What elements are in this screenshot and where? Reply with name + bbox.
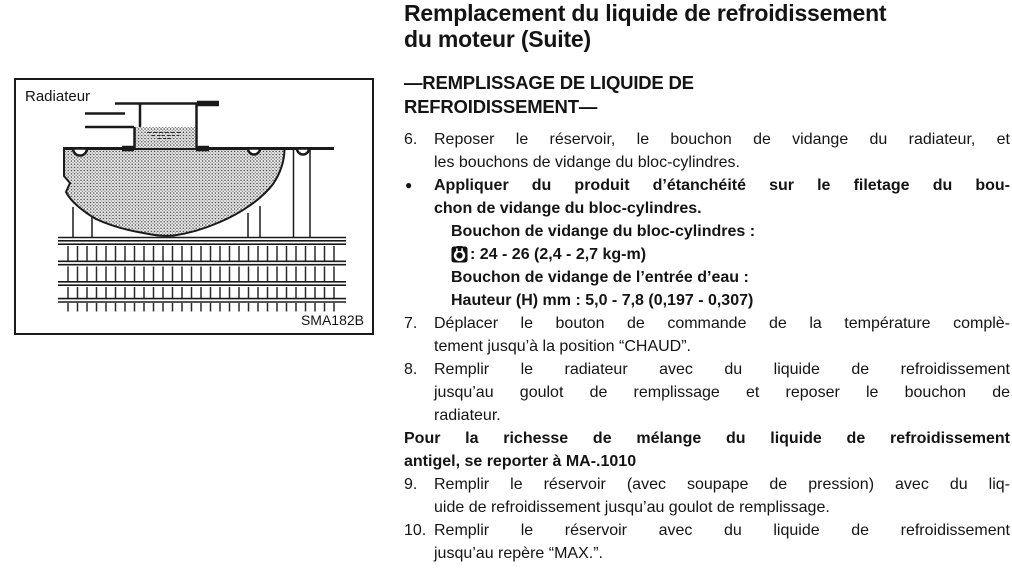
instruction-list: 6. Reposer le réservoir, le bouchon de v…	[404, 128, 1010, 565]
step-6-line: Reposer le réservoir, le bouchon de vida…	[434, 131, 1010, 148]
step-9-line: uide de refroidissement jusqu’au goulot …	[434, 499, 830, 516]
note-line: antigel, se reporter à MA-.1010	[404, 453, 637, 470]
bullet-line: chon de vidange du bloc-cylindres.	[434, 200, 702, 217]
step-10-number: 10.	[404, 522, 427, 539]
bullet-icon: ●	[405, 178, 413, 192]
step-8-line: Remplir le radiateur avec du liquide de …	[434, 361, 1010, 378]
step-9-number: 9.	[404, 476, 418, 493]
torque-wrench-icon	[451, 246, 468, 263]
antifreeze-note: Pour la richesse de mélange du liquide d…	[404, 427, 1010, 473]
spec-block: Bouchon de vidange du bloc-cylindres : :…	[451, 220, 1010, 312]
step-9: 9. Remplir le réservoir (avec soupape de…	[404, 473, 1010, 519]
radiator-diagram	[58, 100, 346, 312]
page-title: Remplacement du liquide de refroidisseme…	[404, 0, 887, 52]
spec-heading-water-inlet: Bouchon de vidange de l’entrée d’eau :	[451, 269, 749, 286]
note-line: Pour la richesse de mélange du liquide d…	[404, 430, 1010, 447]
step-10: 10. Remplir le réservoir avec du liquide…	[404, 519, 1010, 565]
step-8: 8. Remplir le radiateur avec du liquide …	[404, 358, 1010, 427]
torque-value: : 24 - 26 (2,4 - 2,7 kg-m)	[470, 246, 647, 263]
figure-label: Radiateur	[25, 88, 91, 105]
bullet-line: Appliquer du produit d’étanchéité sur le…	[434, 177, 1010, 194]
spec-heading-block-plug: Bouchon de vidange du bloc-cylindres :	[451, 223, 756, 240]
step-9-line: Remplir le réservoir (avec soupape de pr…	[434, 476, 1010, 493]
radiator-figure: Radiateur SMA182B	[14, 78, 374, 335]
section-heading: —REMPLISSAGE DE LIQUIDE DE REFROIDISSEME…	[404, 72, 694, 117]
figure-code: SMA182B	[300, 312, 364, 328]
step-10-line: jusqu’au repère “MAX.”.	[434, 545, 603, 562]
step-8-line: radiateur.	[434, 407, 501, 424]
step-7: 7. Déplacer le bouton de commande de la …	[404, 312, 1010, 358]
step-7-line: Déplacer le bouton de commande de la tem…	[434, 315, 1010, 332]
text-column: Remplacement du liquide de refroidisseme…	[404, 0, 1010, 565]
step-7-line: tement jusqu’à la position “CHAUD”.	[434, 338, 691, 355]
step-6-number: 6.	[404, 131, 418, 148]
step-6: 6. Reposer le réservoir, le bouchon de v…	[404, 128, 1010, 174]
step-8-line: jusqu’au goulot de remplissage et repose…	[434, 384, 1010, 401]
spec-height-value: Hauteur (H) mm : 5,0 - 7,8 (0,197 - 0,30…	[451, 292, 754, 309]
step-8-number: 8.	[404, 361, 418, 378]
step-6-line: les bouchons de vidange du bloc-cylindre…	[434, 154, 740, 171]
torque-spec-line: : 24 - 26 (2,4 - 2,7 kg-m)	[451, 243, 1010, 266]
step-7-number: 7.	[404, 315, 418, 332]
step-10-line: Remplir le réservoir avec du liquide de …	[434, 522, 1010, 539]
step-bullet: ● Appliquer du produit d’étanchéité sur …	[404, 174, 1010, 312]
